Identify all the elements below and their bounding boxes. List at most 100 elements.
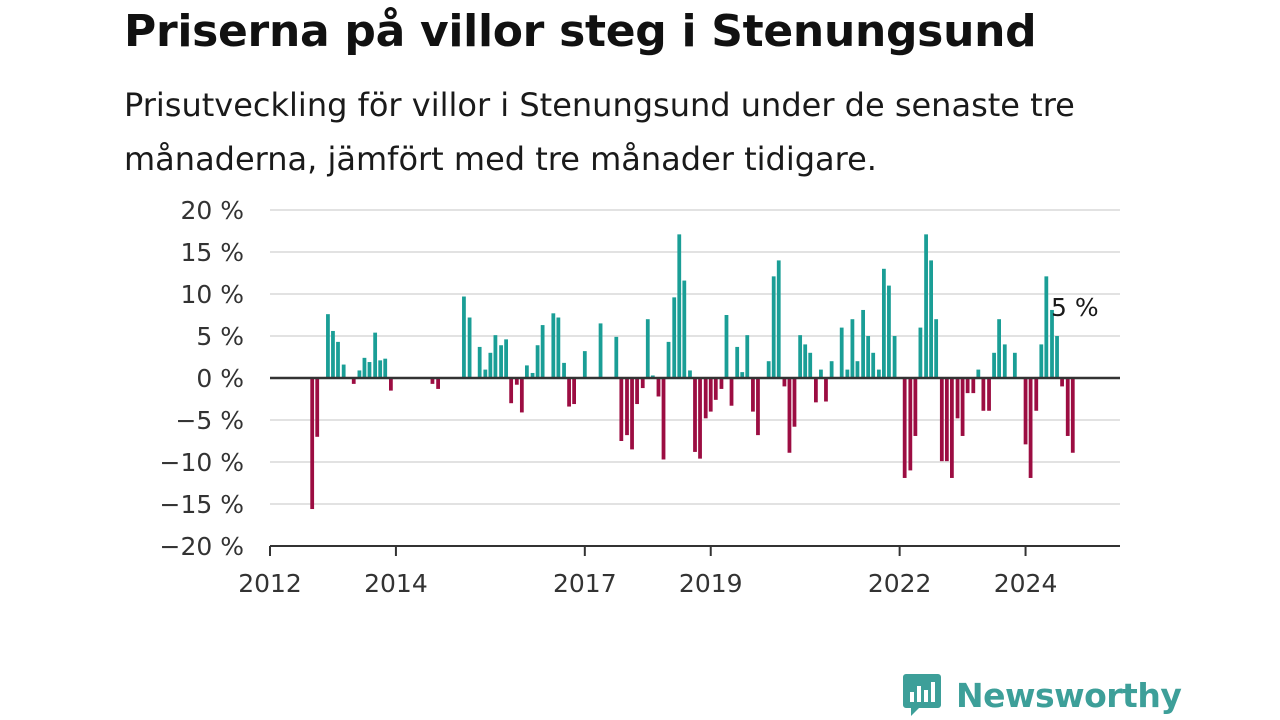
y-tick-label: 5 % [196,322,244,351]
bar [882,268,886,378]
y-tick-label: −20 % [160,532,244,561]
bar [682,280,687,378]
bar [467,317,472,378]
bar [771,276,776,378]
bar [619,378,624,441]
bar [944,378,949,462]
bar [1002,344,1007,378]
bar [331,330,335,378]
bar [981,378,986,411]
bar [987,378,991,411]
bar [656,378,661,397]
bar [483,369,488,378]
bar [814,378,818,403]
bar [514,378,519,385]
bar [509,378,514,404]
bar [866,336,871,378]
bar [803,344,808,378]
bar [787,378,792,453]
bar [1023,378,1028,445]
bar [892,336,897,378]
bar [971,378,976,394]
bar [708,378,713,412]
y-tick-label: −5 % [175,406,244,435]
bar [1039,344,1044,378]
bar [751,378,755,412]
bar [650,375,655,378]
bar [530,372,535,378]
bar [887,285,891,378]
annotations: 5 % [1051,293,1099,322]
axes [270,376,1120,547]
y-tick-label: 20 % [180,196,244,225]
bar [310,378,315,510]
bar [1055,336,1059,378]
y-tick-label: −10 % [160,448,244,477]
bar [735,346,740,378]
bar [850,319,855,378]
bar [582,351,587,378]
bar [1065,378,1070,436]
bar [792,378,797,427]
bar [598,323,603,378]
bar [430,378,435,384]
bar [499,345,503,378]
bar [740,372,745,378]
bar [572,378,576,405]
bar [1070,378,1075,453]
bar [939,378,944,462]
bar [1050,309,1054,378]
bar [493,335,498,378]
bar [871,352,876,378]
bar [436,378,440,389]
bar [839,327,844,378]
bar [556,317,561,378]
bar [535,345,540,378]
y-tick-label: 0 % [196,364,244,393]
bar [745,335,750,378]
bar-chart: 20 % 15 % 10 % 5 % 0 % −5 % −10 % −15 % −20 % 20… [160,196,1120,598]
bar [525,365,529,378]
bar [693,378,697,452]
bar [934,319,939,378]
bar [855,361,860,378]
bar [666,341,671,378]
bar [766,361,771,378]
bar [357,370,362,378]
y-tick-label: 10 % [180,280,244,309]
bar [908,378,913,471]
bar [776,260,781,378]
bar [614,336,619,378]
bar [367,362,372,378]
bar [819,369,823,378]
bar [861,309,865,378]
bar [389,378,393,391]
bar [955,378,960,419]
bar [551,313,556,378]
bar [729,378,734,406]
bar [950,378,954,478]
x-tick-label: 2022 [868,569,932,598]
bar [1060,378,1064,387]
bar [326,314,330,378]
bar [383,358,388,378]
bar [965,378,970,394]
x-tick-label: 2024 [994,569,1058,598]
bar [661,378,666,460]
bar-chart-speech-bubble-icon [903,674,941,716]
bar [378,360,383,378]
bar [976,369,981,378]
bar [477,346,482,378]
chart-title: Priserna på villor steg i Stenungsund [124,6,1037,57]
bar [315,378,320,437]
bar [698,378,702,459]
x-axis-ticks: 2012 2014 2017 2019 2022 2024 [238,546,1057,598]
bar [688,370,692,378]
bar [902,378,907,478]
bar [504,339,508,378]
bar [567,378,571,407]
bar [645,319,650,378]
bar [351,378,356,384]
bar [635,378,639,405]
bar [929,260,933,378]
